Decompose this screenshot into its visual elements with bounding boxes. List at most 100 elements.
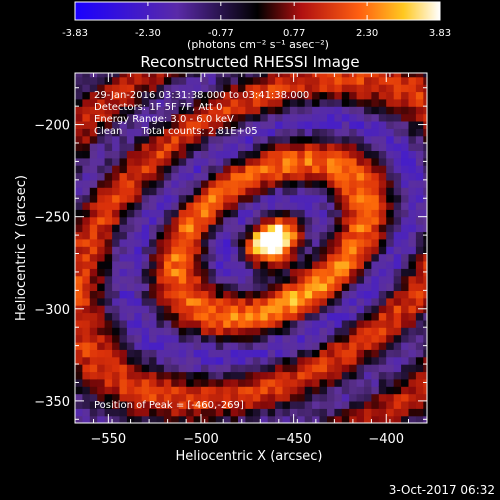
heatmap-cell: [378, 253, 387, 262]
heatmap-cell: [230, 194, 239, 203]
heatmap-cell: [82, 76, 91, 85]
heatmap-cell: [401, 91, 410, 100]
heatmap-cell: [252, 312, 261, 321]
heatmap-cell: [260, 194, 269, 203]
heatmap-cell: [171, 268, 180, 277]
heatmap-cell: [223, 327, 232, 336]
heatmap-cell: [156, 341, 165, 350]
heatmap-cell: [223, 128, 232, 137]
heatmap-cell: [178, 150, 187, 159]
heatmap-cell: [364, 297, 372, 306]
heatmap-cell: [415, 84, 424, 93]
heatmap-cell: [334, 408, 343, 417]
heatmap-cell: [364, 231, 372, 240]
heatmap-cell: [327, 106, 335, 115]
heatmap-cell: [282, 319, 291, 328]
heatmap-cell: [341, 408, 350, 417]
heatmap-cell: [319, 371, 328, 380]
heatmap-cell: [238, 260, 246, 269]
heatmap-cell: [393, 91, 402, 100]
heatmap-cell: [178, 157, 187, 166]
heatmap-cell: [119, 238, 128, 247]
heatmap-cell: [267, 76, 276, 85]
heatmap-cell: [112, 172, 121, 181]
heatmap-cell: [304, 128, 313, 137]
heatmap-cell: [334, 356, 343, 365]
heatmap-cell: [252, 349, 261, 358]
heatmap-cell: [289, 364, 298, 373]
heatmap-cell: [245, 224, 254, 233]
heatmap-cell: [386, 113, 395, 122]
heatmap-cell: [356, 283, 365, 291]
heatmap-cell: [178, 386, 187, 395]
heatmap-cell: [423, 246, 427, 255]
heatmap-cell: [119, 283, 128, 291]
heatmap-cell: [215, 408, 224, 417]
heatmap-cell: [341, 349, 350, 358]
heatmap-cell: [134, 305, 143, 314]
heatmap-cell: [149, 165, 158, 174]
heatmap-cell: [208, 386, 217, 395]
heatmap-cell: [275, 143, 284, 151]
heatmap-cell: [312, 327, 321, 336]
heatmap-cell: [289, 172, 298, 181]
heatmap-cell: [134, 150, 143, 159]
heatmap-cell: [334, 393, 343, 402]
heatmap-cell: [364, 179, 372, 188]
y-tick-label: −350: [34, 395, 70, 410]
heatmap-cell: [415, 106, 424, 115]
heatmap-cell: [289, 305, 298, 314]
heatmap-cell: [104, 209, 113, 218]
heatmap-cell: [275, 128, 284, 137]
heatmap-cell: [319, 194, 328, 203]
heatmap-cell: [304, 98, 313, 107]
heatmap-cell: [371, 150, 380, 159]
heatmap-cell: [260, 150, 269, 159]
heatmap-cell: [267, 91, 276, 100]
heatmap-cell: [252, 238, 261, 247]
heatmap-cell: [82, 408, 91, 417]
heatmap-cell: [193, 319, 202, 328]
heatmap-cell: [282, 238, 291, 247]
heatmap-cell: [297, 98, 306, 107]
heatmap-cell: [156, 91, 165, 100]
heatmap-cell: [82, 334, 91, 343]
heatmap-cell: [415, 73, 424, 78]
heatmap-cell: [364, 224, 372, 233]
heatmap-cell: [201, 113, 209, 122]
heatmap-cell: [386, 128, 395, 137]
heatmap-cell: [297, 73, 306, 78]
heatmap-cell: [149, 253, 158, 262]
heatmap-cell: [215, 283, 224, 291]
heatmap-cell: [193, 297, 202, 306]
heatmap-cell: [230, 349, 239, 358]
heatmap-cell: [378, 393, 387, 402]
heatmap-cell: [312, 165, 321, 174]
heatmap-cell: [282, 415, 291, 423]
heatmap-cell: [134, 253, 143, 262]
heatmap-cell: [134, 386, 143, 395]
heatmap-cell: [408, 408, 417, 417]
heatmap-cell: [149, 106, 158, 115]
heatmap-cell: [215, 128, 224, 137]
heatmap-cell: [112, 400, 121, 409]
heatmap-cell: [178, 194, 187, 203]
heatmap-cell: [126, 283, 135, 291]
heatmap-cell: [289, 157, 298, 166]
heatmap-cell: [134, 179, 143, 188]
heatmap-cell: [245, 408, 254, 417]
heatmap-cell: [401, 201, 410, 210]
heatmap-cell: [245, 113, 254, 122]
heatmap-cell: [371, 209, 380, 218]
heatmap-cell: [163, 312, 172, 321]
heatmap-cell: [297, 76, 306, 85]
heatmap-cell: [215, 91, 224, 100]
heatmap-cell: [126, 106, 135, 115]
heatmap-cell: [156, 216, 165, 225]
heatmap-cell: [193, 341, 202, 350]
heatmap-cell: [334, 98, 343, 107]
heatmap-cell: [260, 260, 269, 269]
heatmap-cell: [178, 187, 187, 196]
heatmap-cell: [82, 98, 91, 107]
heatmap-cell: [75, 246, 83, 255]
